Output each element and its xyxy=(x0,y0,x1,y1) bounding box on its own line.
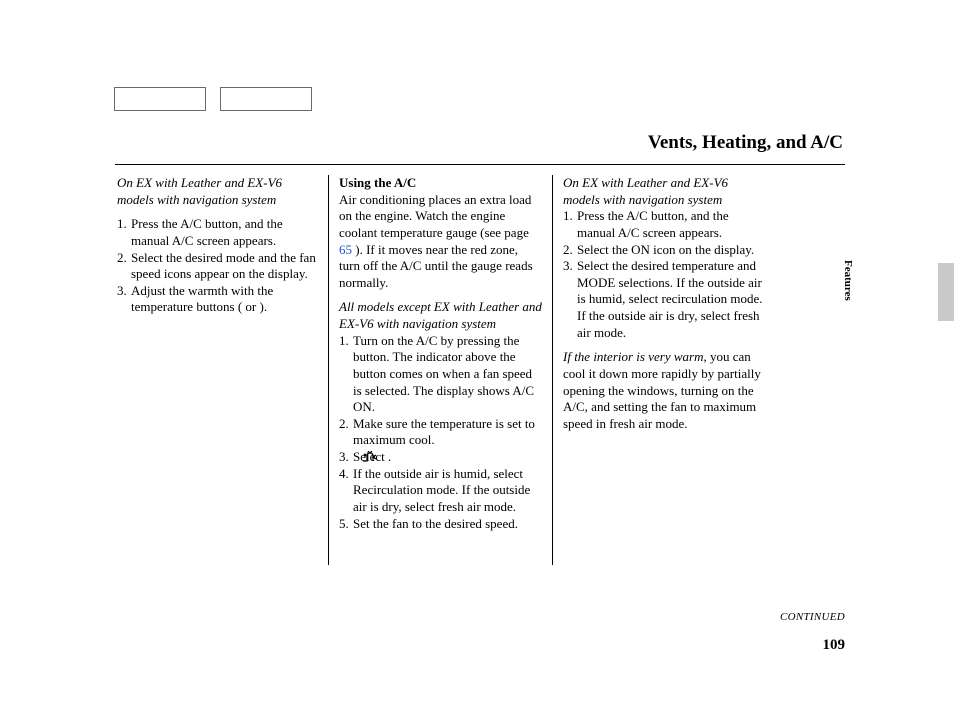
page-title: Vents, Heating, and A/C xyxy=(115,132,845,154)
side-tab xyxy=(938,263,954,321)
body-text: Air conditioning places an extra load on… xyxy=(339,192,531,240)
section-heading: Using the A/C xyxy=(339,175,416,190)
steps-list: 1.Press the A/C button, and the manual A… xyxy=(117,216,318,316)
page-reference-link[interactable]: 65 xyxy=(339,242,352,257)
page-number: 109 xyxy=(115,637,845,654)
list-item: 1.Press the A/C button, and the manual A… xyxy=(563,208,767,241)
column-3: On EX with Leather and EX-V6 models with… xyxy=(553,175,777,565)
title-rule xyxy=(115,164,845,165)
step-text: Select the desired mode and the fan spee… xyxy=(131,250,318,283)
step-text: Make sure the temperature is set to maxi… xyxy=(353,416,542,449)
column-1: On EX with Leather and EX-V6 models with… xyxy=(115,175,329,565)
list-item: 5.Set the fan to the desired speed. xyxy=(339,516,542,533)
list-item: 1.Turn on the A/C by pressing the button… xyxy=(339,333,542,416)
column-2: Using the A/C Air conditioning places an… xyxy=(329,175,553,565)
placeholder-box xyxy=(221,88,311,110)
step-text: Set the fan to the desired speed. xyxy=(353,516,542,533)
step-text: Press the A/C button, and the manual A/C… xyxy=(577,208,767,241)
list-item: 3.Adjust the warmth with the temperature… xyxy=(117,283,318,316)
steps-list: 1.Press the A/C button, and the manual A… xyxy=(563,208,767,341)
model-note: On EX with Leather and EX-V6 models with… xyxy=(563,175,767,208)
paragraph: If the interior is very warm, you can co… xyxy=(563,349,767,432)
list-item: 3.Select . xyxy=(339,449,542,466)
vent-mode-icon xyxy=(361,451,379,463)
list-item: 2.Select the ON icon on the display. xyxy=(563,242,767,259)
continued-label: CONTINUED xyxy=(115,611,845,623)
model-note: On EX with Leather and EX-V6 models with… xyxy=(117,175,318,208)
page-container: Vents, Heating, and A/C On EX with Leath… xyxy=(115,88,845,654)
step-text: Turn on the A/C by pressing the button. … xyxy=(353,333,542,416)
paragraph: Air conditioning places an extra load on… xyxy=(339,192,542,292)
list-item: 3.Select the desired temperature and MOD… xyxy=(563,258,767,341)
lead-text: If the interior is very warm, xyxy=(563,349,707,364)
list-item: 4.If the outside air is humid, select Re… xyxy=(339,466,542,516)
step-text: Select the desired temperature and MODE … xyxy=(577,258,767,341)
step-text: If the outside air is humid, select Reci… xyxy=(353,466,542,516)
step-text: Select the ON icon on the display. xyxy=(577,242,767,259)
steps-list: 1.Turn on the A/C by pressing the button… xyxy=(339,333,542,533)
list-item: 1.Press the A/C button, and the manual A… xyxy=(117,216,318,249)
model-note: All models except EX with Leather and EX… xyxy=(339,299,542,332)
list-item: 2.Select the desired mode and the fan sp… xyxy=(117,250,318,283)
step-text: Adjust the warmth with the temperature b… xyxy=(131,283,318,316)
step-text: Press the A/C button, and the manual A/C… xyxy=(131,216,318,249)
placeholder-box xyxy=(115,88,205,110)
content-columns: On EX with Leather and EX-V6 models with… xyxy=(115,175,845,565)
top-placeholder-boxes xyxy=(115,88,845,110)
step-text: Select . xyxy=(353,449,542,466)
body-text: ). If it moves near the red zone, turn o… xyxy=(339,242,533,290)
list-item: 2.Make sure the temperature is set to ma… xyxy=(339,416,542,449)
